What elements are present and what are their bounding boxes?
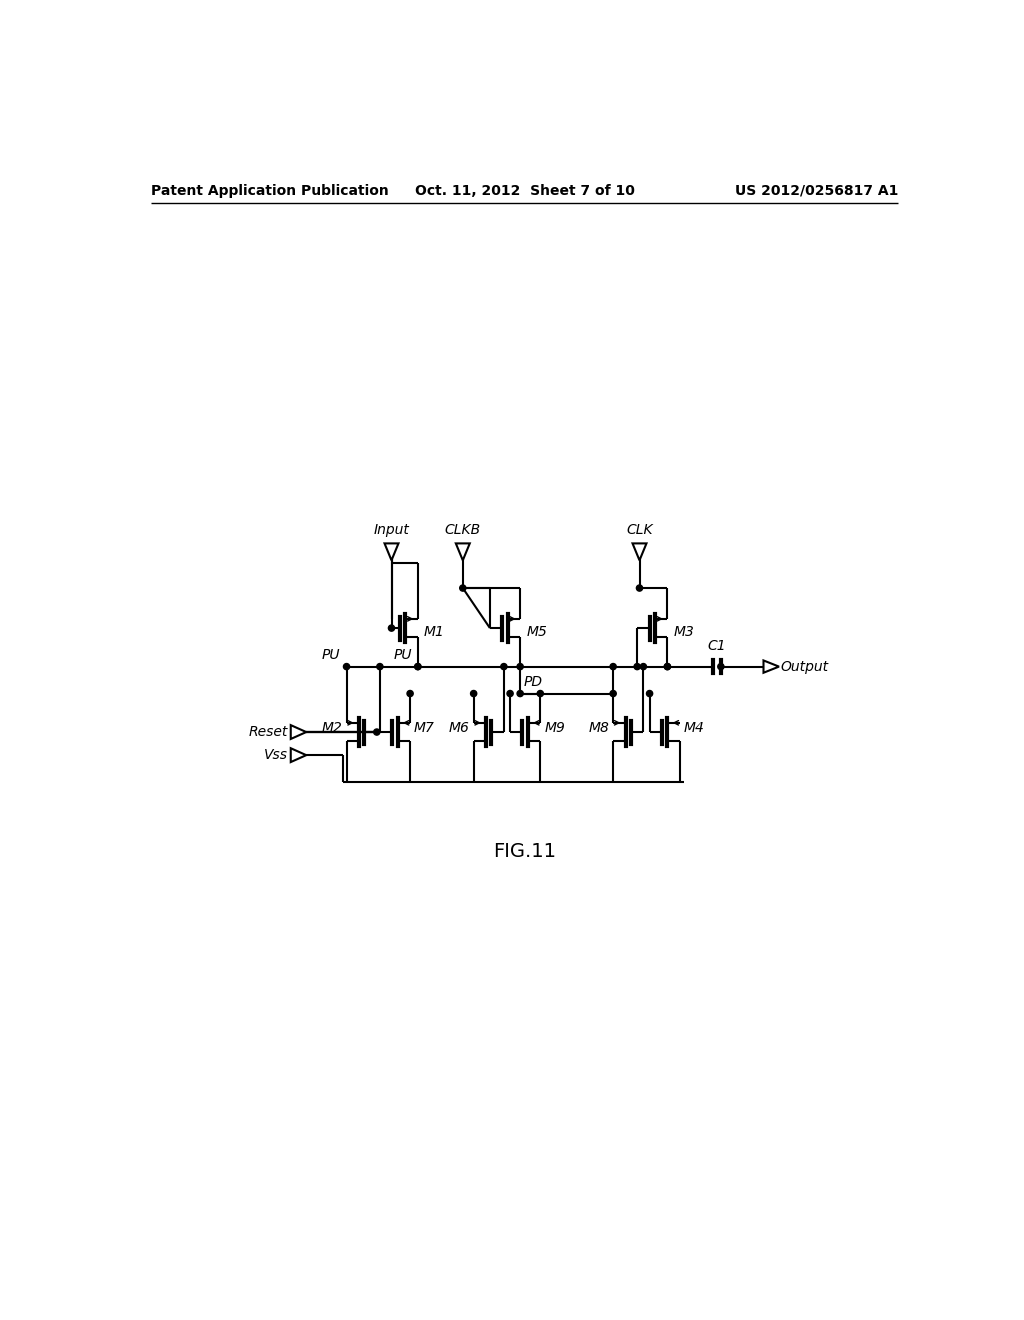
Text: M4: M4 bbox=[684, 721, 705, 735]
Circle shape bbox=[388, 626, 394, 631]
Circle shape bbox=[415, 664, 421, 669]
Text: M7: M7 bbox=[414, 721, 435, 735]
Text: C1: C1 bbox=[708, 639, 726, 653]
Circle shape bbox=[646, 690, 652, 697]
Text: M2: M2 bbox=[322, 721, 343, 735]
Circle shape bbox=[636, 585, 643, 591]
Text: Output: Output bbox=[780, 660, 828, 673]
Text: PU: PU bbox=[322, 648, 340, 663]
Circle shape bbox=[665, 664, 671, 669]
Circle shape bbox=[610, 664, 616, 669]
Circle shape bbox=[634, 664, 640, 669]
Circle shape bbox=[665, 664, 671, 669]
Text: M6: M6 bbox=[449, 721, 470, 735]
Text: CLK: CLK bbox=[627, 523, 653, 537]
Text: PU: PU bbox=[393, 648, 412, 663]
Text: M8: M8 bbox=[589, 721, 609, 735]
Circle shape bbox=[517, 690, 523, 697]
Text: M3: M3 bbox=[674, 624, 694, 639]
Circle shape bbox=[610, 690, 616, 697]
Circle shape bbox=[374, 729, 380, 735]
Text: Reset: Reset bbox=[248, 725, 288, 739]
Circle shape bbox=[538, 690, 544, 697]
Text: M9: M9 bbox=[544, 721, 565, 735]
Circle shape bbox=[718, 664, 724, 669]
Circle shape bbox=[407, 690, 414, 697]
Text: M5: M5 bbox=[526, 624, 547, 639]
Text: Vss: Vss bbox=[263, 748, 288, 762]
Text: M1: M1 bbox=[424, 624, 444, 639]
Text: Input: Input bbox=[374, 523, 410, 537]
Text: Oct. 11, 2012  Sheet 7 of 10: Oct. 11, 2012 Sheet 7 of 10 bbox=[415, 183, 635, 198]
Circle shape bbox=[460, 585, 466, 591]
Text: PD: PD bbox=[524, 675, 543, 689]
Circle shape bbox=[415, 664, 421, 669]
Text: CLKB: CLKB bbox=[444, 523, 481, 537]
Circle shape bbox=[507, 690, 513, 697]
Text: FIG.11: FIG.11 bbox=[494, 842, 556, 861]
Circle shape bbox=[640, 664, 646, 669]
Text: US 2012/0256817 A1: US 2012/0256817 A1 bbox=[735, 183, 898, 198]
Circle shape bbox=[377, 664, 383, 669]
Circle shape bbox=[517, 664, 523, 669]
Circle shape bbox=[343, 664, 349, 669]
Circle shape bbox=[471, 690, 477, 697]
Text: Patent Application Publication: Patent Application Publication bbox=[152, 183, 389, 198]
Circle shape bbox=[501, 664, 507, 669]
